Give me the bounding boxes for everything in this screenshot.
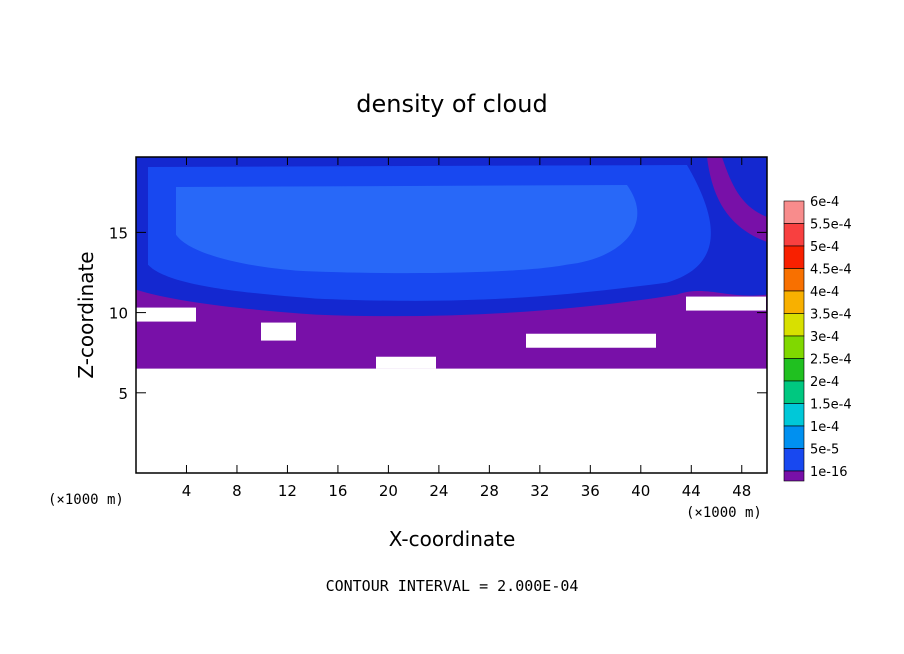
colorbar-label-9: 1.5e-4 xyxy=(810,398,852,413)
colorbar-label-7: 2.5e-4 xyxy=(810,353,852,368)
contour-interval: CONTOUR INTERVAL = 2.000E-04 xyxy=(326,577,579,595)
plot-frame xyxy=(135,156,768,474)
colorbar-swatch-4 xyxy=(783,290,805,314)
field-clear-gap-1 xyxy=(261,322,296,341)
colorbar: 6e-4 5.5e-4 5e-4 4.5e-4 4e-4 3.5e-4 3e-4 2.5e-4… xyxy=(783,195,852,482)
colorbar-swatch-0 xyxy=(783,200,805,224)
colorbar-swatch-bottom xyxy=(783,470,805,482)
x-tick-label-12: 12 xyxy=(278,482,297,500)
x-tick-label-32: 32 xyxy=(530,482,549,500)
x-tick-label-28: 28 xyxy=(480,482,499,500)
colorbar-label-5: 3.5e-4 xyxy=(810,308,852,323)
x-tick-label-24: 24 xyxy=(429,482,448,500)
colorbar-label-0: 6e-4 xyxy=(810,195,839,210)
x-tick-label-36: 36 xyxy=(581,482,600,500)
x-axis-label: X-coordinate xyxy=(389,527,516,551)
x-axis-unit-right: (×1000 m) xyxy=(686,505,762,521)
colorbar-swatch-5 xyxy=(783,313,805,337)
colorbar-label-1: 5.5e-4 xyxy=(810,218,852,233)
x-tick-label-4: 4 xyxy=(182,482,192,500)
colorbar-label-4: 4e-4 xyxy=(810,285,839,300)
x-tick-label-44: 44 xyxy=(682,482,701,500)
colorbar-swatch-1 xyxy=(783,223,805,247)
colorbar-swatch-2 xyxy=(783,245,805,269)
colorbar-swatch-9 xyxy=(783,403,805,427)
colorbar-label-2: 5e-4 xyxy=(810,240,839,255)
x-tick-label-20: 20 xyxy=(379,482,398,500)
field-clear-gap-0 xyxy=(136,307,196,322)
field-clear-gap-2 xyxy=(526,333,656,348)
colorbar-label-6: 3e-4 xyxy=(810,330,839,345)
x-axis: 4 8 12 16 20 24 28 32 36 40 44 48 xyxy=(182,157,751,500)
field-clear-gap-3 xyxy=(686,296,766,311)
field-clear-air xyxy=(136,368,767,473)
x-tick-label-8: 8 xyxy=(232,482,242,500)
y-axis: 5 10 15 xyxy=(109,224,767,403)
colorbar-label-11: 5e-5 xyxy=(810,443,839,458)
x-tick-label-40: 40 xyxy=(631,482,650,500)
field-clear-gap-4 xyxy=(376,356,436,369)
colorbar-swatch-11 xyxy=(783,448,805,472)
colorbar-swatch-10 xyxy=(783,425,805,449)
colorbar-swatch-7 xyxy=(783,358,805,382)
y-tick-label-10: 10 xyxy=(109,305,128,323)
y-tick-label-5: 5 xyxy=(118,385,128,403)
y-axis-label: Z-coordinate xyxy=(74,251,98,378)
colorbar-label-12: 1e-16 xyxy=(810,465,848,480)
colorbar-swatch-6 xyxy=(783,335,805,359)
colorbar-label-3: 4.5e-4 xyxy=(810,263,852,278)
x-tick-label-48: 48 xyxy=(732,482,751,500)
colorbar-label-8: 2e-4 xyxy=(810,375,839,390)
plot-area xyxy=(136,157,767,473)
y-tick-label-15: 15 xyxy=(109,224,128,242)
colorbar-swatch-3 xyxy=(783,268,805,292)
field-right-plume xyxy=(707,157,767,242)
colorbar-swatch-8 xyxy=(783,380,805,404)
x-axis-unit-left: (×1000 m) xyxy=(48,492,124,508)
x-tick-label-16: 16 xyxy=(328,482,347,500)
colorbar-label-10: 1e-4 xyxy=(810,420,839,435)
field-anvil-core xyxy=(176,185,638,274)
chart-title: density of cloud xyxy=(356,90,547,118)
